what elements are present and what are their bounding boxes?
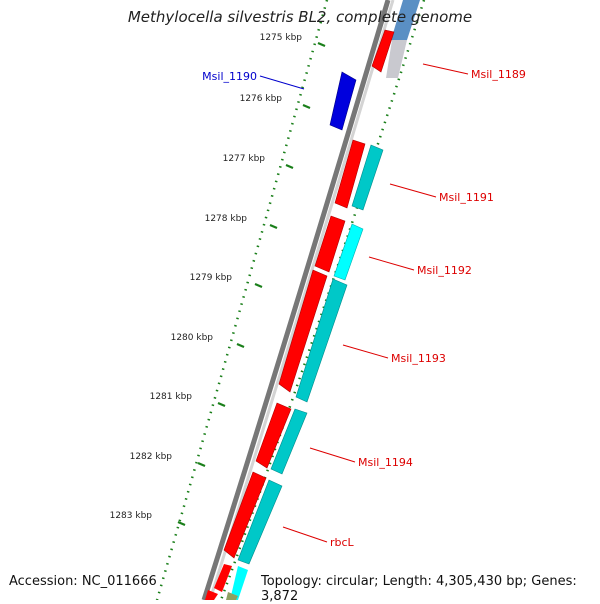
- scale-tick-label: 1278 kbp: [205, 214, 248, 224]
- partial-feature-top: [386, 0, 420, 78]
- scale-tick-mark: [317, 41, 326, 48]
- scale-tick-mark: [254, 282, 263, 289]
- scale-tick-mark: [302, 103, 311, 110]
- gene-label[interactable]: Msil_1192: [417, 264, 472, 277]
- gene-label-leader: [422, 63, 469, 75]
- scale-tick-label: 1280 kbp: [171, 333, 214, 343]
- scale-tick-label: 1281 kbp: [150, 392, 193, 402]
- scale-ticks: 1275 kbp 1276 kbp 1277 kbp 1278 kbp 1279 kbp…: [110, 33, 326, 527]
- gene-label[interactable]: Msil_1194: [358, 456, 413, 469]
- scale-tick-mark: [217, 401, 226, 408]
- outer-dotted-ring: [219, 0, 426, 600]
- gene-labels: Msil_1189 Msil_1190 Msil_1191 Msil_1192 Msil…: [202, 63, 526, 549]
- scale-tick-mark: [236, 342, 245, 349]
- gene-label-leader: [259, 75, 305, 90]
- gene-label-leader: [342, 344, 389, 359]
- genome-stats-text: Topology: circular; Length: 4,305,430 bp…: [259, 574, 600, 604]
- scale-tick-label: 1279 kbp: [190, 273, 233, 283]
- scale-tick-mark: [197, 461, 206, 468]
- gene-msil-1193[interactable]: [278, 269, 348, 403]
- gene-rbcl[interactable]: [223, 471, 283, 565]
- scale-tick-label: 1277 kbp: [223, 154, 266, 164]
- genome-backbone-highlight: [208, 0, 395, 600]
- scale-tick-label: 1283 kbp: [110, 511, 153, 521]
- scale-tick-mark: [285, 163, 294, 170]
- gene-label-leader: [368, 256, 415, 271]
- scale-tick-label: 1282 kbp: [130, 452, 173, 462]
- gene-label[interactable]: Msil_1193: [391, 352, 446, 365]
- gene-label[interactable]: rbcL: [330, 536, 355, 549]
- gene-label-leader: [282, 526, 328, 543]
- scale-tick-label: 1276 kbp: [240, 94, 283, 104]
- scale-tick-label: 1275 kbp: [260, 33, 303, 43]
- scale-tick-mark: [269, 223, 278, 230]
- gene-label[interactable]: Msil_1191: [439, 191, 494, 204]
- gene-msil-1194[interactable]: [255, 402, 308, 475]
- genome-title: Methylocella silvestris BL2, complete ge…: [127, 8, 473, 26]
- gene-label-leader: [309, 447, 356, 463]
- gene-label[interactable]: Msil_1190: [202, 70, 257, 83]
- gene-label[interactable]: Msil_1189: [471, 68, 526, 81]
- scale-tick-mark: [177, 520, 186, 527]
- gene-msil-1192[interactable]: [314, 215, 364, 281]
- gene-msil-1189[interactable]: [371, 29, 395, 73]
- gene-msil-1190[interactable]: [329, 71, 357, 131]
- partial-feature-bottom: [205, 564, 248, 600]
- genome-backbone: [201, 0, 391, 600]
- gene-label-leader: [389, 183, 437, 198]
- accession-text: Accession: NC_011666: [7, 574, 159, 589]
- gene-msil-1191[interactable]: [334, 139, 384, 211]
